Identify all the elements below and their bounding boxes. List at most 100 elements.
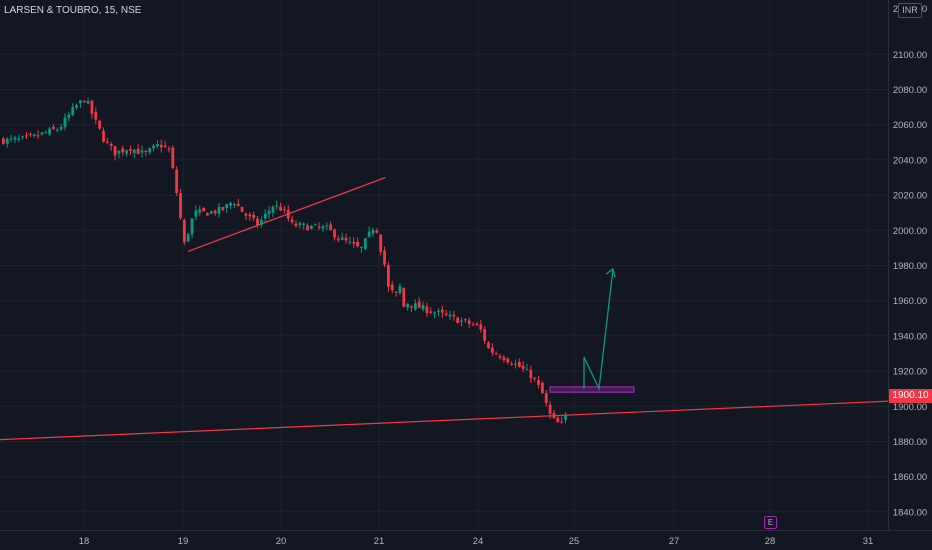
currency-badge[interactable]: INR: [898, 3, 922, 18]
candle-body: [279, 206, 282, 211]
candle-body: [202, 207, 205, 212]
candle-body: [233, 203, 236, 205]
price-tick-label: 1860.00: [893, 472, 927, 483]
candle-body: [206, 212, 209, 216]
candle-body: [336, 238, 340, 240]
candle-body: [5, 138, 9, 144]
candle-body: [313, 224, 317, 226]
candle-body: [283, 209, 286, 211]
candle-body: [464, 319, 467, 321]
candle-body: [433, 312, 436, 314]
candle-body: [410, 305, 413, 308]
candle-body: [360, 246, 363, 248]
candle-body: [286, 209, 290, 219]
time-tick-label: 31: [863, 536, 874, 547]
candle-body: [483, 329, 487, 341]
candle-body: [452, 314, 456, 317]
candle-body: [167, 148, 171, 150]
candle-body: [471, 324, 475, 326]
candle-body: [440, 309, 444, 313]
candle-body: [340, 237, 344, 240]
candle-body: [194, 210, 198, 217]
candle-body: [456, 317, 460, 324]
candle-body: [521, 365, 525, 369]
candle-body: [529, 370, 533, 379]
price-axis-divider: [888, 0, 889, 530]
candle-body: [132, 149, 136, 154]
candle-body: [544, 393, 548, 403]
candle-body: [444, 313, 448, 315]
earnings-event-marker[interactable]: E: [764, 516, 777, 529]
candle-body: [367, 231, 371, 237]
candle-body: [244, 213, 248, 216]
candle-body: [514, 363, 517, 365]
candle-body: [290, 219, 294, 223]
candle-body: [548, 404, 552, 414]
candle-body: [383, 250, 386, 265]
candle-body: [121, 148, 125, 153]
candle-body: [63, 117, 67, 128]
candle-body: [225, 204, 229, 208]
candle-body: [390, 284, 394, 291]
candle-body: [259, 219, 263, 225]
time-tick-label: 21: [374, 536, 385, 547]
candle-body: [48, 128, 51, 135]
candle-body: [159, 144, 163, 148]
candle-body: [402, 287, 406, 307]
candle-body: [171, 147, 175, 169]
candle-body: [448, 314, 452, 317]
candle-body: [371, 229, 375, 234]
candle-body: [186, 234, 190, 242]
candle-body: [413, 303, 417, 310]
candle-body: [425, 306, 429, 314]
candle-body: [156, 143, 159, 147]
candle-body: [2, 138, 5, 144]
candle-body: [564, 414, 567, 420]
candle-body: [363, 238, 367, 249]
time-tick-label: 20: [276, 536, 287, 547]
candle-body: [525, 369, 529, 371]
candle-body: [437, 310, 440, 312]
candle-body: [67, 114, 71, 118]
candle-body: [556, 417, 560, 423]
candle-body: [109, 144, 113, 146]
candle-body: [506, 358, 510, 363]
projection-arrowhead: [605, 267, 616, 278]
candle-body: [90, 100, 94, 114]
candle-body: [498, 356, 502, 358]
candle-body: [229, 202, 232, 206]
candle-body: [36, 135, 40, 137]
candle-body: [52, 126, 55, 130]
candle-body: [236, 204, 240, 207]
candle-body: [13, 137, 17, 140]
price-tick-label: 1940.00: [893, 331, 927, 342]
candle-body: [9, 138, 13, 140]
price-axis-labels: 1840.00 1860.00 1880.00 1900.00 1920.00 1940.…: [893, 4, 927, 518]
candle-body: [21, 136, 25, 138]
candle-body: [98, 120, 102, 129]
price-tick-label: 1840.00: [893, 507, 927, 518]
candle-body: [275, 205, 279, 207]
candle-body: [329, 224, 333, 231]
candle-body: [479, 324, 483, 330]
candle-body: [182, 220, 186, 243]
time-axis-divider: [0, 530, 932, 531]
candle-body: [537, 380, 540, 385]
candle-body: [32, 134, 36, 136]
candle-body: [306, 225, 309, 231]
candle-body: [398, 286, 402, 294]
candle-body: [163, 145, 167, 147]
candle-body: [221, 207, 225, 211]
candle-body: [213, 210, 217, 214]
candle-body: [394, 291, 398, 293]
candle-body: [17, 138, 21, 140]
candle-body: [321, 226, 325, 229]
candle-body: [460, 320, 463, 322]
candle-body: [102, 130, 105, 142]
candle-body: [552, 412, 556, 419]
candle-body: [75, 105, 78, 108]
price-tick-label: 1980.00: [893, 261, 927, 272]
candle-body: [44, 132, 48, 134]
time-axis-labels: 18 19 20 21 24 25 27 28 31: [79, 536, 874, 547]
